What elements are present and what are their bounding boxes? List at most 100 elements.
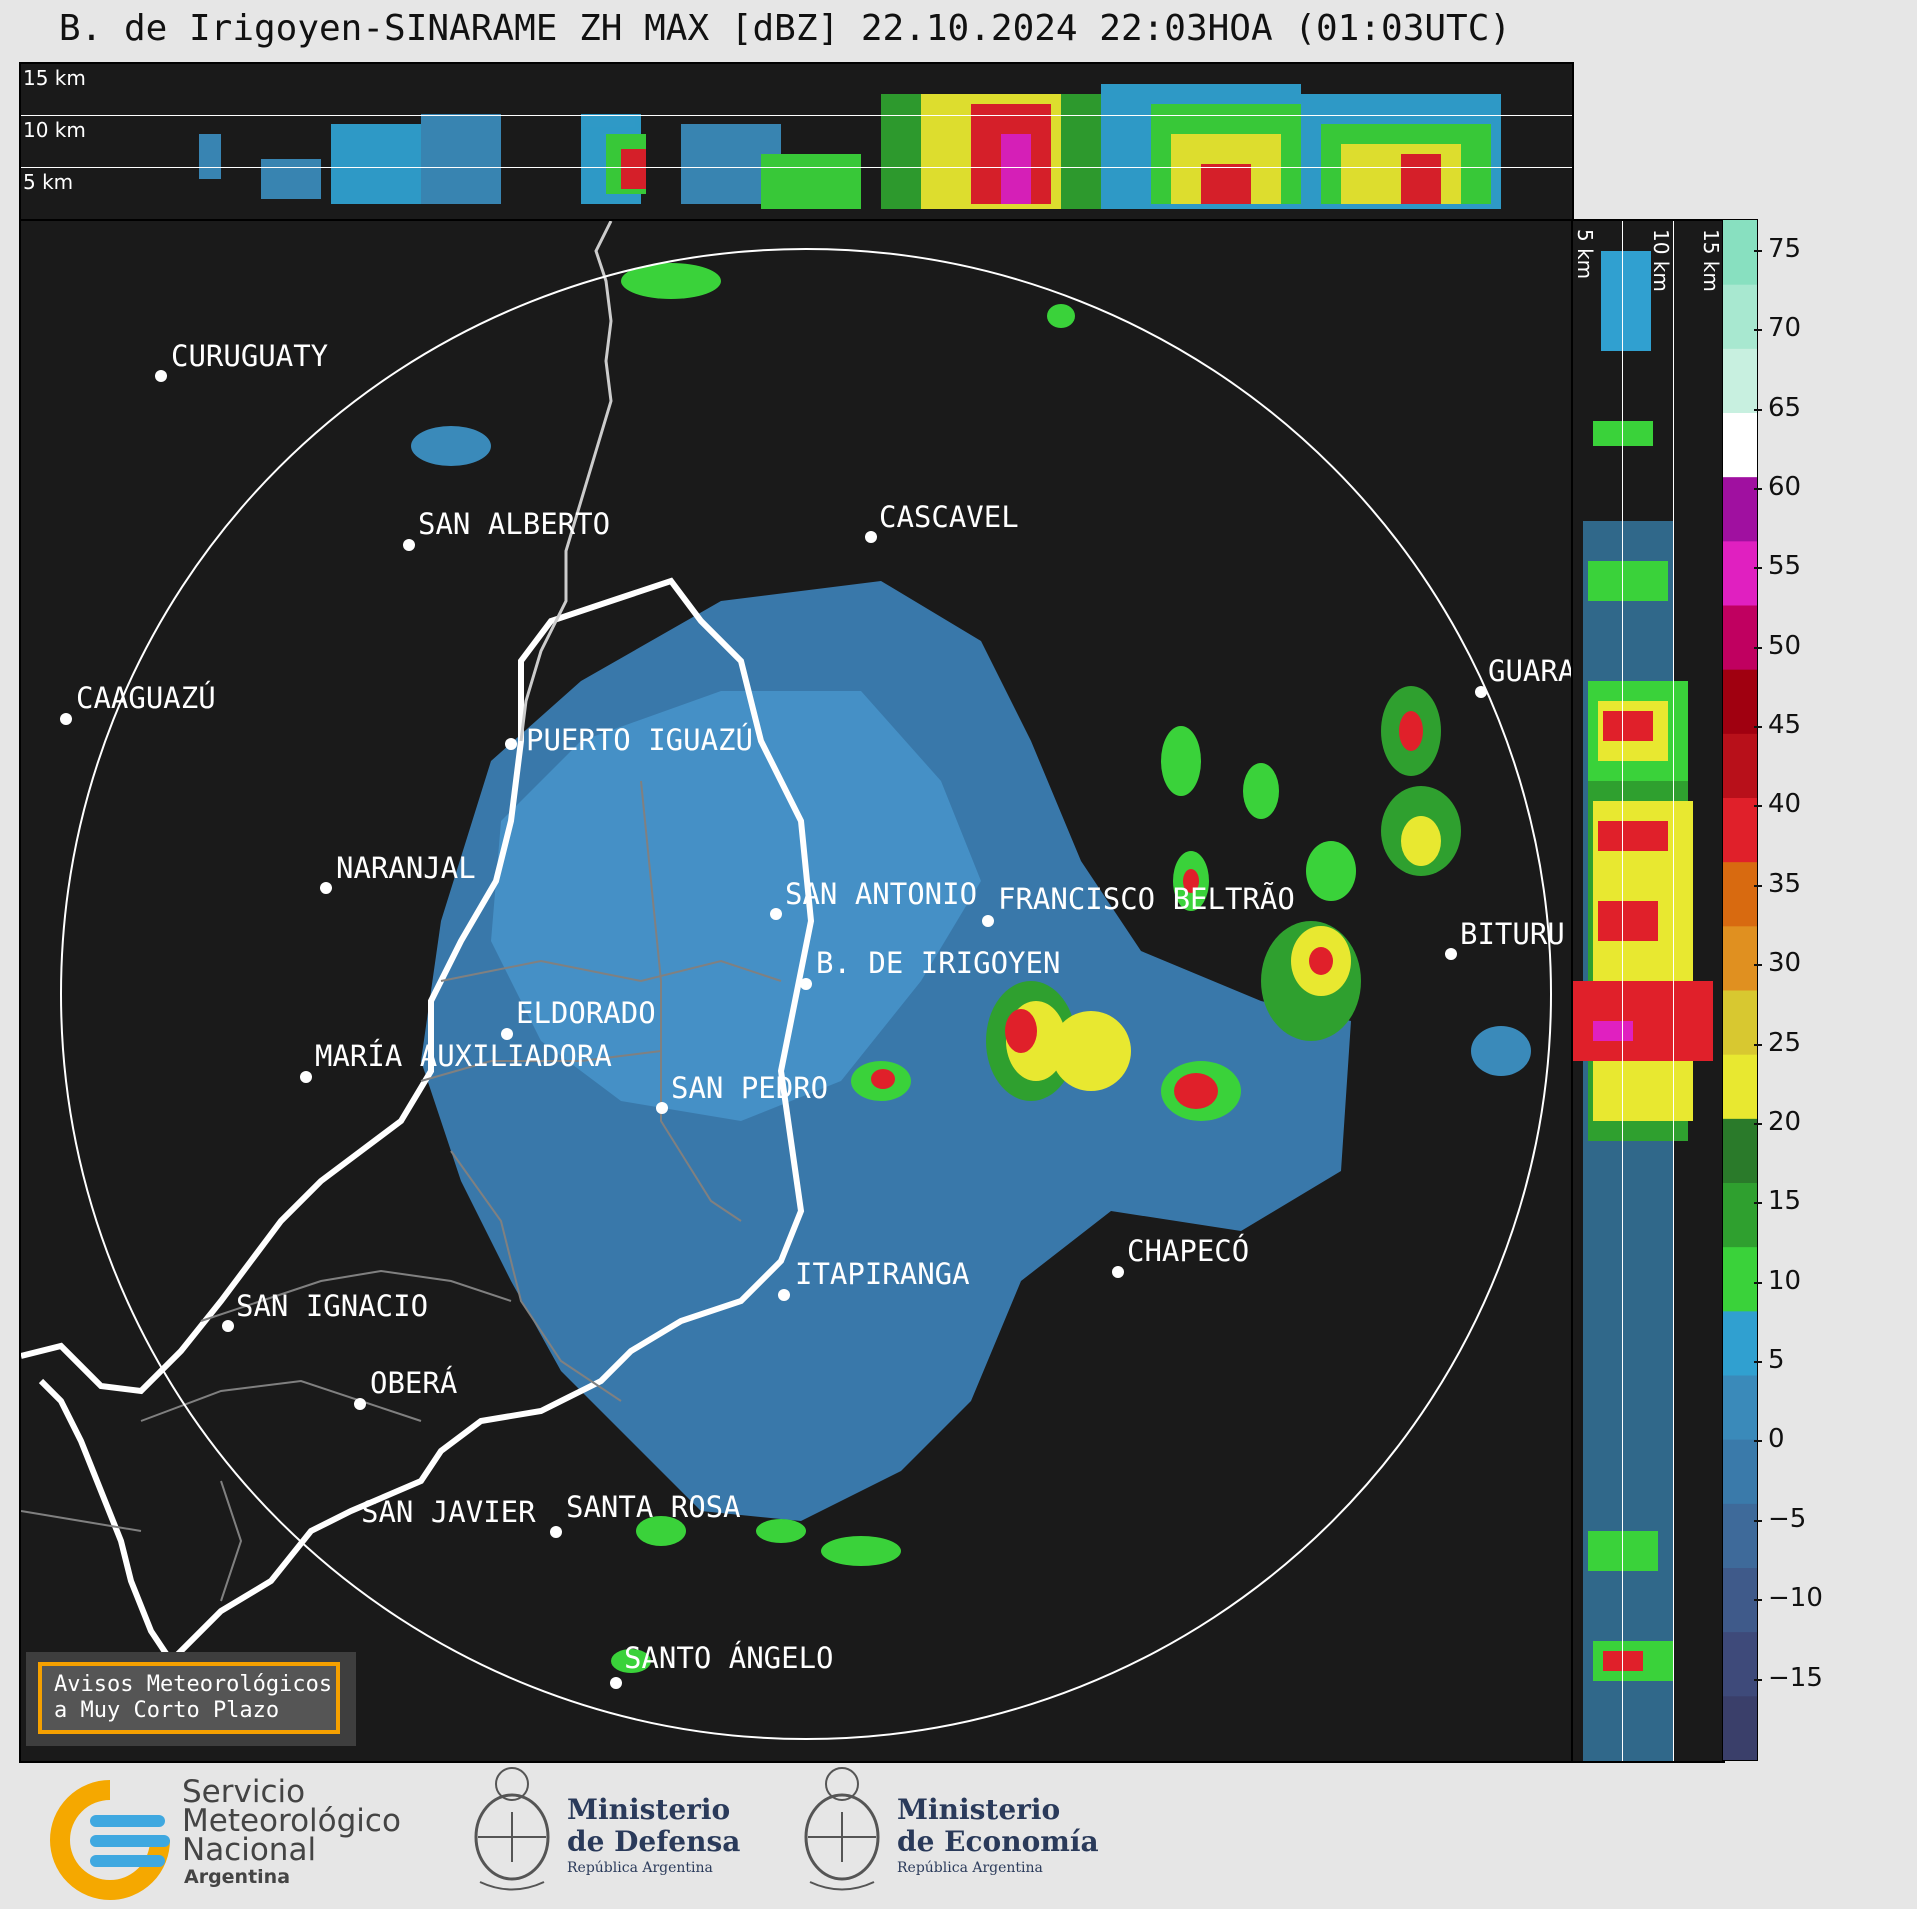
- radar-range-ring: [60, 248, 1552, 1740]
- city-label: BITURU: [1460, 917, 1565, 951]
- colorbar: [1722, 219, 1758, 1761]
- altitude-label: 10 km: [1649, 229, 1673, 292]
- colorbar-tick-label: 70: [1753, 313, 1801, 343]
- colorbar-tick-label: 40: [1753, 789, 1801, 819]
- city-label: NARANJAL: [336, 851, 476, 885]
- city-label: PUERTO IGUAZÚ: [526, 723, 753, 757]
- storm-cells: [411, 263, 1531, 1673]
- city-label: ELDORADO: [516, 996, 656, 1030]
- altitude-label: 15 km: [23, 66, 86, 90]
- colorbar-tick-label: 35: [1753, 869, 1801, 899]
- colorbar-band: [1723, 412, 1757, 478]
- city-dot: [505, 738, 517, 750]
- colorbar-tick-label: 50: [1753, 631, 1801, 661]
- radar-echo-field: [421, 581, 1351, 1521]
- colorbar-tick-label: 55: [1753, 551, 1801, 581]
- economia-line-3: República Argentina: [897, 1860, 1043, 1876]
- city-dot: [222, 1320, 234, 1332]
- defensa-line-2: de Defensa: [567, 1825, 741, 1858]
- city-label: SANTO ÁNGELO: [624, 1641, 834, 1675]
- colorbar-band: [1723, 733, 1757, 798]
- city-label: FRANCISCO BELTRÃO: [998, 882, 1295, 916]
- city-label: ITAPIRANGA: [795, 1257, 970, 1291]
- city-dot: [1475, 686, 1487, 698]
- city-label: SAN PEDRO: [671, 1071, 828, 1105]
- altitude-label: 10 km: [23, 118, 86, 142]
- colorbar-band: [1723, 1695, 1757, 1760]
- colorbar-tick-label: −15: [1754, 1663, 1823, 1693]
- coat-of-arms-icon: [804, 1767, 880, 1891]
- colorbar-tick-label: 5: [1754, 1345, 1785, 1375]
- city-dot: [320, 882, 332, 894]
- colorbar-band: [1723, 220, 1757, 285]
- city-dot: [770, 908, 782, 920]
- colorbar-band: [1723, 1118, 1757, 1183]
- colorbar-band: [1723, 1503, 1757, 1568]
- city-label: CASCAVEL: [879, 500, 1019, 534]
- city-dot: [354, 1398, 366, 1410]
- aviso-line-2: a Muy Corto Plazo: [54, 1698, 280, 1723]
- colorbar-band: [1723, 669, 1757, 734]
- coat-of-arms-icon: [474, 1767, 550, 1891]
- altitude-label: 5 km: [23, 170, 74, 194]
- colorbar-tick-label: 60: [1753, 472, 1801, 502]
- top-echo-profile: [199, 84, 1501, 209]
- altitude-label: 15 km: [1699, 229, 1723, 292]
- city-dot: [501, 1028, 513, 1040]
- city-label: SAN ALBERTO: [418, 507, 610, 541]
- colorbar-tick-label: 30: [1753, 948, 1801, 978]
- colorbar-band: [1723, 990, 1757, 1055]
- altitude-label: 5 km: [1573, 229, 1597, 280]
- city-dot: [656, 1102, 668, 1114]
- city-label: GUARA: [1488, 654, 1572, 688]
- colorbar-tick-label: 25: [1753, 1028, 1801, 1058]
- city-dot: [865, 531, 877, 543]
- radar-site-dot: [800, 978, 812, 990]
- colorbar-band: [1723, 1567, 1757, 1633]
- city-dot: [982, 915, 994, 927]
- map-title: B. de Irigoyen-SINARAME ZH MAX [dBZ] 22.…: [58, 8, 1512, 49]
- radar-map-canvas: CURUGUATY SAN ALBERTO CASCAVEL CAAGUAZÚ …: [21, 221, 1572, 1740]
- city-label: SAN ANTONIO: [785, 877, 977, 911]
- economia-line-1: Ministerio: [897, 1793, 1061, 1826]
- radar-map: CURUGUATY SAN ALBERTO CASCAVEL CAAGUAZÚ …: [19, 219, 1574, 1763]
- colorbar-band: [1723, 1054, 1757, 1119]
- colorbar-band: [1723, 605, 1757, 670]
- city-label: SAN JAVIER: [361, 1495, 536, 1529]
- colorbar-band: [1723, 284, 1757, 349]
- economia-line-2: de Economía: [897, 1825, 1099, 1858]
- colorbar-band: [1723, 1310, 1757, 1376]
- colorbar-band: [1723, 1439, 1757, 1504]
- aviso-box[interactable]: Avisos Meteorológicos a Muy Corto Plazo: [38, 1662, 340, 1734]
- defensa-line-3: República Argentina: [567, 1860, 713, 1876]
- city-markers: CURUGUATY SAN ALBERTO CASCAVEL CAAGUAZÚ …: [60, 339, 1572, 1689]
- colorbar-band: [1723, 1246, 1757, 1312]
- city-label: MARÍA AUXILIADORA: [315, 1039, 612, 1073]
- colorbar-tick-label: 45: [1753, 710, 1801, 740]
- city-label: CURUGUATY: [171, 339, 328, 373]
- city-dot: [300, 1071, 312, 1083]
- city-dot: [778, 1289, 790, 1301]
- city-label: CAAGUAZÚ: [76, 681, 216, 715]
- altitude-gridline: [21, 115, 1572, 116]
- smn-logo-icon: [50, 1780, 170, 1900]
- colorbar-band: [1723, 797, 1757, 863]
- city-dot: [1112, 1266, 1124, 1278]
- colorbar-band: [1723, 348, 1757, 413]
- smn-logo: [50, 1780, 170, 1900]
- national-border: [21, 577, 815, 1666]
- colorbar-band: [1723, 1182, 1757, 1248]
- city-dot: [550, 1526, 562, 1538]
- colorbar-band: [1723, 476, 1757, 542]
- smn-name-line-3: Nacional: [182, 1832, 317, 1868]
- side-echo-profile: [1573, 251, 1713, 1761]
- colorbar-tick-label: 20: [1753, 1107, 1801, 1137]
- city-dot: [1445, 948, 1457, 960]
- smn-name-line-1: Servicio: [182, 1774, 306, 1810]
- colorbar-tick-label: −5: [1753, 1504, 1806, 1534]
- city-dot: [60, 713, 72, 725]
- city-label: SANTA ROSA: [566, 1490, 741, 1524]
- colorbar-tick-label: 10: [1753, 1266, 1801, 1296]
- altitude-gridline: [1673, 221, 1674, 1761]
- colorbar-tick-label: 65: [1753, 393, 1801, 423]
